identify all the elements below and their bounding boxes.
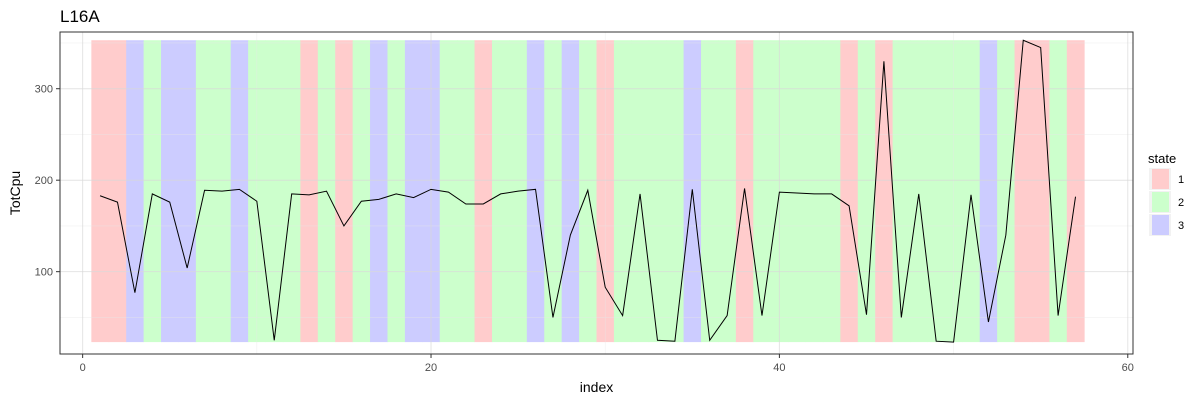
state-band-2 xyxy=(910,40,928,343)
state-band-2 xyxy=(631,40,650,343)
y-tick-label: 300 xyxy=(35,84,53,96)
x-axis-title: index xyxy=(580,379,613,395)
legend: state 1 2 3 xyxy=(1148,151,1184,236)
axis-ticks: 0 20 40 60 100 200 300 xyxy=(35,84,1134,374)
state-band-1 xyxy=(108,40,127,343)
state-band-3 xyxy=(230,40,249,343)
state-band-2 xyxy=(805,40,824,343)
legend-label: 3 xyxy=(1178,220,1184,232)
state-band-2 xyxy=(352,40,371,343)
state-band-2 xyxy=(822,40,841,343)
state-band-2 xyxy=(927,40,946,343)
panel-frame xyxy=(59,31,1134,355)
x-tick-label: 60 xyxy=(1122,362,1134,374)
state-band-2 xyxy=(143,40,162,343)
state-band-2 xyxy=(648,40,667,343)
state-band-2 xyxy=(491,40,510,343)
state-band-2 xyxy=(718,40,737,343)
series-line xyxy=(99,39,1077,343)
legend-title: state xyxy=(1148,151,1176,166)
y-axis-title: TotCpu xyxy=(7,171,23,215)
state-band-1 xyxy=(91,40,110,343)
state-bands xyxy=(60,32,1133,354)
state-band-1 xyxy=(474,40,493,343)
state-band-2 xyxy=(265,40,284,343)
state-band-3 xyxy=(370,40,388,343)
state-band-2 xyxy=(544,40,563,343)
chart-title: L16A xyxy=(60,7,100,26)
state-band-1 xyxy=(1031,40,1050,343)
y-tick-label: 100 xyxy=(35,267,53,279)
y-tick-label: 200 xyxy=(35,175,53,187)
state-band-2 xyxy=(1049,40,1068,343)
legend-label: 2 xyxy=(1178,197,1184,209)
x-tick-label: 0 xyxy=(80,362,86,374)
state-band-1 xyxy=(1014,40,1033,343)
state-band-2 xyxy=(753,40,772,343)
state-band-2 xyxy=(997,40,1015,343)
state-band-2 xyxy=(439,40,458,343)
state-band-3 xyxy=(979,40,998,343)
legend-label: 1 xyxy=(1178,174,1184,186)
state-band-2 xyxy=(788,40,806,343)
state-band-3 xyxy=(161,40,179,343)
state-band-3 xyxy=(561,40,580,343)
panel-border xyxy=(59,31,1134,355)
state-band-3 xyxy=(178,40,197,343)
state-band-2 xyxy=(457,40,475,343)
state-band-2 xyxy=(613,40,632,343)
state-band-1 xyxy=(840,40,859,343)
state-band-1 xyxy=(1066,40,1085,343)
state-band-1 xyxy=(875,40,894,343)
state-band-2 xyxy=(892,40,911,343)
x-tick-label: 20 xyxy=(425,362,437,374)
state-band-2 xyxy=(857,40,876,343)
series-line-0 xyxy=(99,39,1077,343)
state-band-2 xyxy=(387,40,406,343)
grid-lines xyxy=(60,32,1133,354)
state-band-2 xyxy=(701,40,719,343)
legend-key-swatch xyxy=(1152,169,1169,189)
state-band-2 xyxy=(666,40,684,343)
legend-key-swatch xyxy=(1152,192,1169,212)
state-band-3 xyxy=(126,40,145,343)
state-band-1 xyxy=(335,40,354,343)
state-band-2 xyxy=(962,40,981,343)
x-tick-label: 40 xyxy=(773,362,785,374)
state-band-3 xyxy=(404,40,423,343)
state-band-1 xyxy=(300,40,319,343)
state-band-2 xyxy=(282,40,301,343)
legend-key-swatch xyxy=(1152,215,1169,235)
